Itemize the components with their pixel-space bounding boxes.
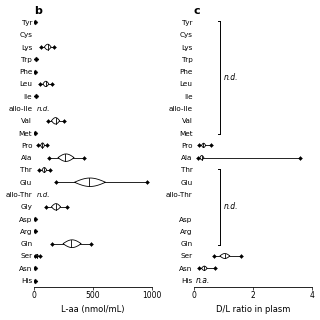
- Polygon shape: [52, 118, 60, 124]
- Text: b: b: [34, 5, 42, 16]
- Polygon shape: [52, 204, 60, 210]
- Text: n.d.: n.d.: [36, 192, 50, 197]
- Polygon shape: [202, 266, 207, 270]
- Polygon shape: [63, 240, 81, 248]
- Text: n.d.: n.d.: [224, 202, 238, 211]
- Text: c: c: [194, 5, 200, 16]
- Polygon shape: [58, 154, 74, 161]
- Polygon shape: [200, 156, 204, 160]
- Text: n.a.: n.a.: [195, 276, 210, 285]
- X-axis label: D/L ratio in plasm: D/L ratio in plasm: [216, 306, 290, 315]
- Polygon shape: [36, 254, 38, 258]
- Polygon shape: [42, 167, 47, 172]
- Polygon shape: [75, 178, 106, 187]
- X-axis label: L-aa (nmol/mL): L-aa (nmol/mL): [61, 306, 124, 315]
- Text: n.d.: n.d.: [224, 73, 238, 82]
- Text: n.d.: n.d.: [36, 106, 50, 111]
- Polygon shape: [202, 143, 206, 148]
- Polygon shape: [41, 143, 44, 148]
- Polygon shape: [44, 44, 51, 50]
- Polygon shape: [43, 81, 49, 87]
- Polygon shape: [220, 253, 230, 259]
